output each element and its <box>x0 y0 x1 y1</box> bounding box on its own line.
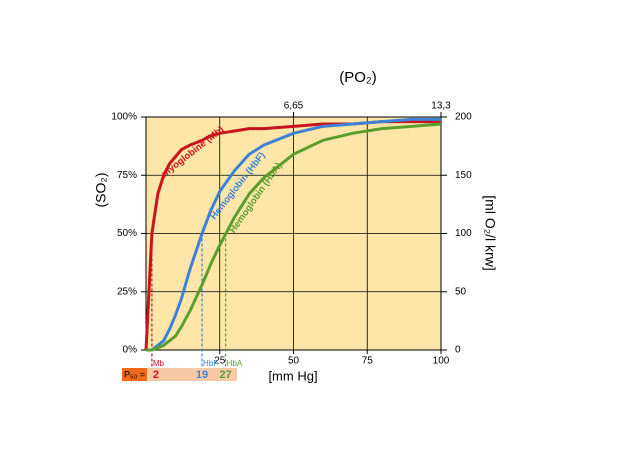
p50-name: Mb <box>153 359 165 368</box>
p50-label: P₅₀ = <box>124 369 145 379</box>
y2-tick-label: 200 <box>455 112 472 123</box>
p50-box <box>122 368 147 381</box>
x2-tick-label: 13,3 <box>431 101 451 112</box>
curve <box>146 122 442 352</box>
y2-axis-title: [ml O₂/l krw] <box>482 195 498 270</box>
y-tick-label: 100% <box>111 112 137 123</box>
x-tick-label: 100 <box>433 356 450 367</box>
y2-tick-label: 100 <box>455 228 472 239</box>
plot-frame <box>145 116 442 351</box>
p50-value: 2 <box>153 369 159 381</box>
p50-name: HbF <box>203 359 218 368</box>
p50-name: HbA <box>227 359 243 368</box>
p50-value: 19 <box>196 369 208 381</box>
y-tick-label: 50% <box>117 228 137 239</box>
x-tick-label: 25 <box>214 356 226 367</box>
y2-tick-label: 150 <box>455 170 472 181</box>
x-tick-label: 50 <box>288 356 300 367</box>
curve <box>146 117 441 352</box>
x2-tick-label: 6,65 <box>284 101 304 112</box>
p50-strip <box>122 368 237 381</box>
x-axis-title: [mm Hg] <box>268 368 317 383</box>
x-tick-label: 75 <box>362 356 374 367</box>
y-tick-label: 0% <box>123 345 138 356</box>
y2-tick-label: 50 <box>455 286 467 297</box>
y-tick-label: 75% <box>117 170 137 181</box>
top-axis-title: (PO₂) <box>339 69 377 86</box>
y-axis-title: (SO₂) <box>93 173 109 208</box>
p50-value: 27 <box>220 369 232 381</box>
y2-tick-label: 0 <box>455 345 461 356</box>
y-tick-label: 25% <box>117 286 137 297</box>
